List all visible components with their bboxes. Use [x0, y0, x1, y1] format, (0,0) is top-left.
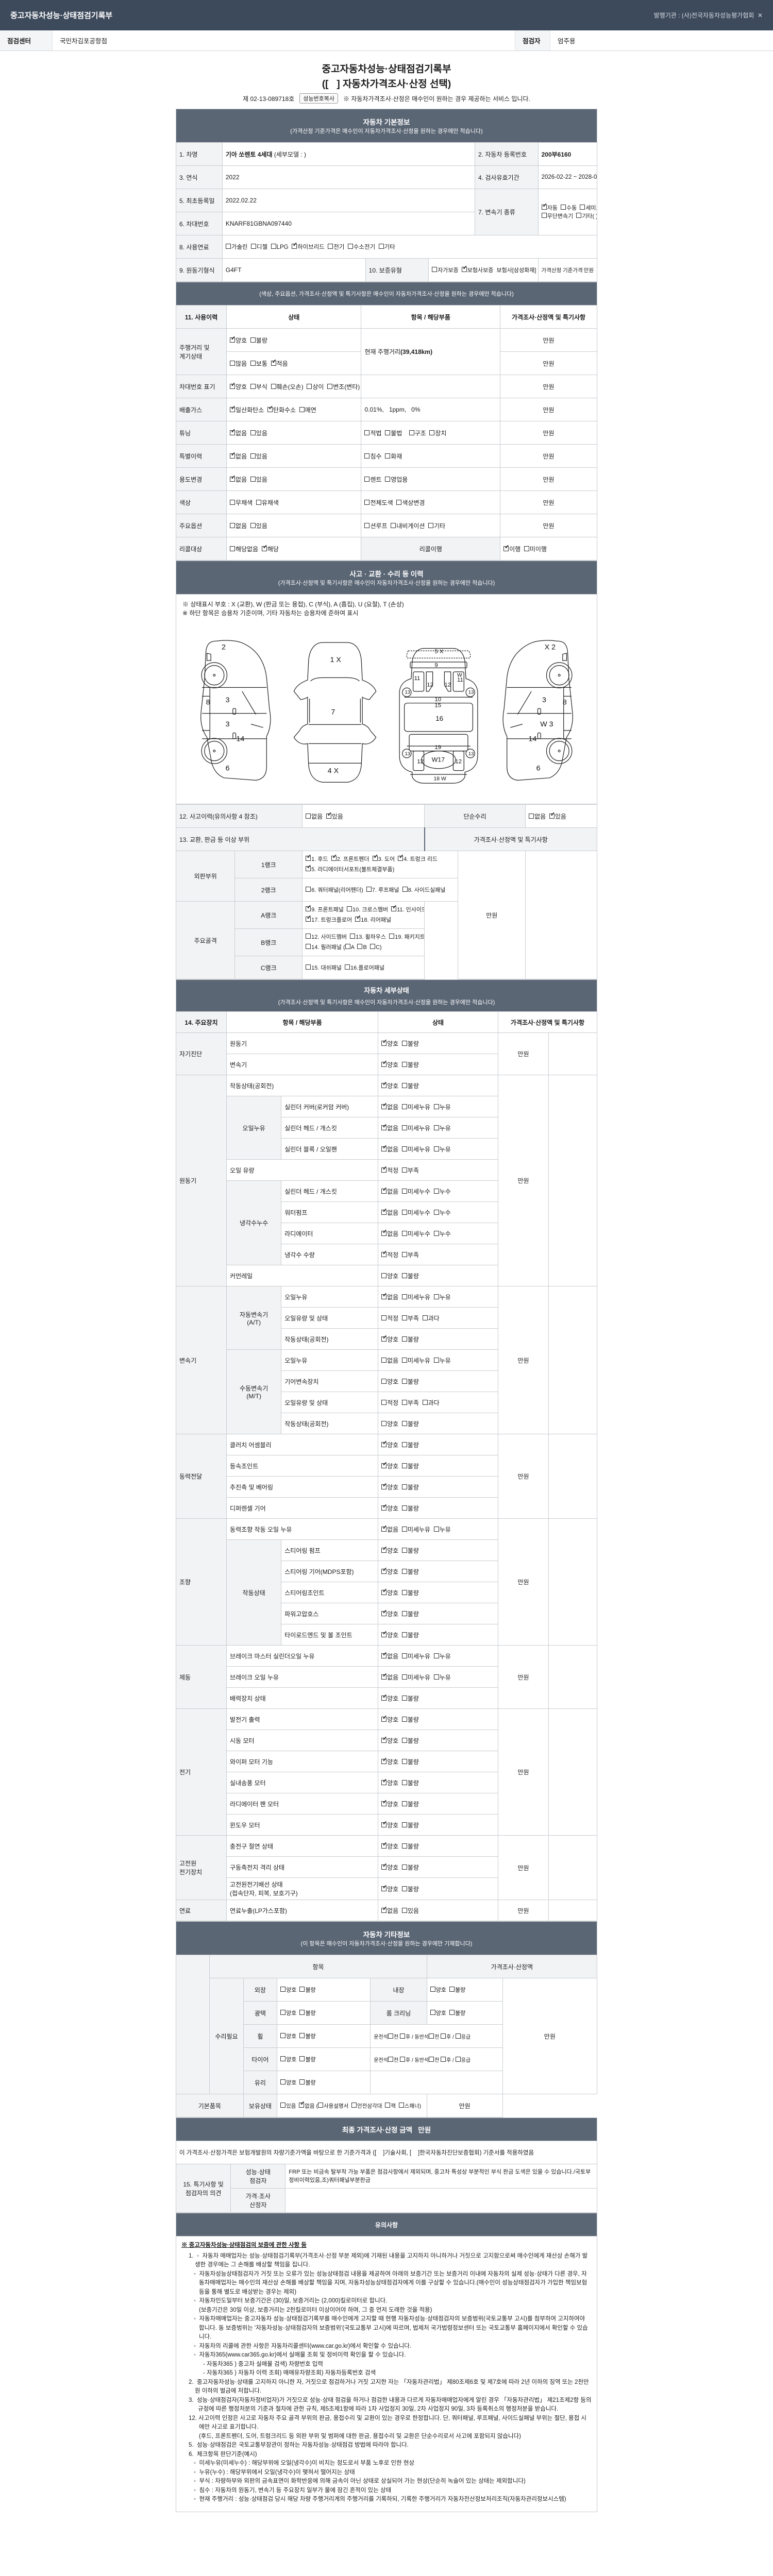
svg-text:6: 6 [225, 765, 229, 773]
svg-text:6: 6 [536, 765, 540, 773]
svg-text:2: 2 [222, 643, 226, 651]
svg-text:13: 13 [405, 751, 410, 757]
svg-text:W17: W17 [431, 756, 444, 764]
svg-text:15: 15 [434, 702, 441, 708]
svg-text:12: 12 [455, 758, 462, 765]
svg-text:13: 13 [468, 751, 474, 757]
svg-text:X 2: X 2 [544, 643, 555, 651]
svg-text:11: 11 [414, 675, 420, 682]
svg-text:3: 3 [225, 696, 229, 704]
svg-text:12: 12 [427, 682, 433, 688]
svg-text:1 X: 1 X [330, 656, 341, 664]
svg-text:3: 3 [225, 720, 229, 728]
svg-text:14: 14 [236, 735, 244, 743]
svg-text:5 X: 5 X [434, 649, 443, 655]
svg-text:7: 7 [331, 708, 335, 717]
svg-text:8: 8 [562, 699, 566, 707]
svg-text:16: 16 [435, 715, 443, 722]
svg-text:18 W: 18 W [433, 776, 446, 782]
svg-text:12: 12 [444, 682, 451, 688]
svg-text:9: 9 [434, 662, 438, 668]
svg-text:10: 10 [434, 697, 441, 703]
svg-text:14: 14 [528, 735, 536, 743]
svg-text:13: 13 [468, 690, 474, 696]
svg-text:4 X: 4 X [327, 767, 339, 775]
svg-text:8: 8 [206, 699, 210, 707]
svg-text:3: 3 [542, 696, 546, 704]
svg-text:12: 12 [417, 758, 424, 765]
svg-text:19: 19 [434, 744, 441, 751]
svg-text:13: 13 [405, 690, 410, 696]
svg-text:11: 11 [457, 677, 463, 683]
svg-text:W 3: W 3 [540, 720, 553, 728]
